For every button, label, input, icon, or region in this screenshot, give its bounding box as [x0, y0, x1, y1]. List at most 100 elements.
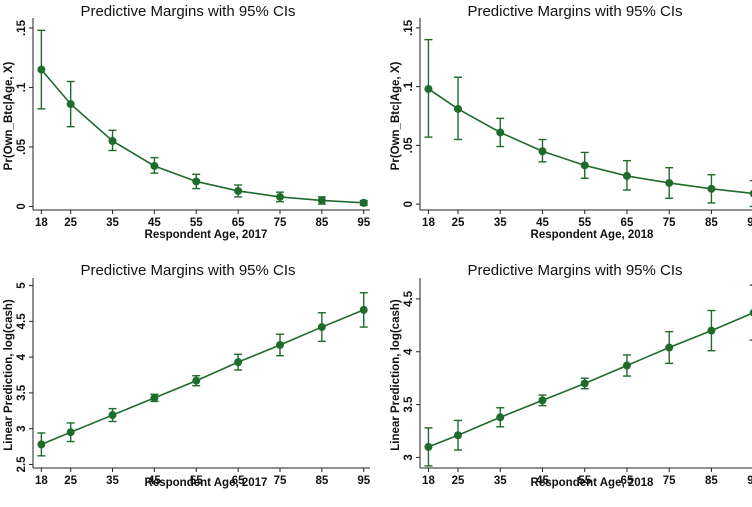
x-tick-label: 65 — [621, 475, 634, 487]
x-axis-label: Respondent Age, 2018 — [531, 229, 655, 241]
x-tick-label: 45 — [148, 475, 161, 487]
y-tick-label: 3 — [16, 425, 28, 431]
x-tick-label: 75 — [274, 217, 287, 229]
data-point — [192, 177, 201, 186]
y-tick-label: .05 — [403, 137, 415, 154]
data-point — [496, 128, 505, 137]
x-tick-label: 35 — [494, 217, 507, 229]
x-axis-label: Respondent Age, 2017 — [145, 477, 268, 489]
y-tick-label: .1 — [16, 82, 28, 92]
x-tick-label: 85 — [705, 475, 718, 487]
data-point — [275, 340, 284, 349]
y-tick-label: 3.5 — [16, 384, 28, 401]
data-point — [749, 309, 752, 317]
data-point — [707, 184, 716, 193]
data-point — [622, 361, 631, 370]
series-line — [428, 312, 752, 448]
x-tick-label: 85 — [315, 475, 328, 487]
data-point — [749, 189, 752, 198]
chart-title: Predictive Margins with 95% CIs — [467, 3, 682, 20]
y-tick-label: 3 — [403, 454, 415, 460]
x-tick-label: 35 — [106, 217, 119, 229]
series-line — [427, 88, 752, 195]
data-point — [275, 192, 284, 201]
data-point — [665, 178, 674, 187]
data-point — [150, 161, 159, 170]
data-point — [580, 161, 589, 170]
x-tick-label: 18 — [422, 475, 435, 487]
x-tick-label: 95 — [357, 475, 370, 487]
data-point — [37, 440, 46, 449]
y-tick-label: 4 — [16, 353, 28, 360]
x-tick-label: 95 — [747, 217, 752, 229]
y-tick-label: 4.5 — [403, 290, 415, 307]
x-tick-label: 25 — [452, 475, 465, 487]
data-point — [424, 442, 433, 451]
data-point — [454, 104, 463, 113]
data-point — [454, 431, 463, 440]
y-axis-label: Linear Prediction, log(cash) — [3, 299, 15, 451]
y-tick-label: 2.5 — [16, 456, 28, 473]
data-point — [359, 198, 368, 207]
x-tick-label: 55 — [190, 217, 203, 229]
y-axis-label: Pr(Own_Btc|Age, X) — [390, 62, 402, 171]
x-tick-label: 55 — [190, 475, 203, 487]
data-point — [622, 171, 631, 180]
y-tick-label: 0 — [403, 201, 415, 207]
data-point — [66, 100, 75, 109]
data-point — [37, 65, 46, 74]
y-tick-label: .15 — [403, 19, 415, 36]
x-tick-label: 55 — [578, 475, 591, 487]
data-point — [150, 393, 159, 402]
x-tick-label: 75 — [274, 475, 287, 487]
data-point — [580, 379, 589, 388]
chart-panel-3: Predictive Margins with 95% CIs 2.5 3 3.5 4 4… — [3, 262, 371, 489]
x-tick-label: 25 — [452, 217, 465, 229]
data-point — [234, 358, 243, 367]
data-point — [359, 305, 368, 314]
data-point — [665, 343, 674, 352]
x-tick-label: 85 — [705, 217, 718, 229]
y-tick-label: 3.5 — [403, 396, 415, 413]
x-tick-label: 25 — [64, 217, 77, 229]
x-tick-label: 45 — [536, 217, 549, 229]
y-tick-label: .1 — [403, 81, 415, 91]
chart-title: Predictive Margins with 95% CIs — [80, 3, 295, 20]
chart-panel-2: Predictive Margins with 95% CIs 0 .05 .1 .15… — [390, 3, 752, 241]
y-axis-label: Pr(Own_Btc|Age, X) — [3, 62, 15, 171]
series-line — [41, 309, 365, 446]
y-tick-label: 4 — [403, 348, 415, 355]
data-point — [108, 136, 117, 145]
chart-panel-4: Predictive Margins with 95% CIs 3 3.5 4 4.5 1… — [390, 262, 752, 489]
x-tick-label: 65 — [232, 475, 245, 487]
x-tick-label: 18 — [35, 217, 48, 229]
y-tick-label: .05 — [16, 138, 28, 155]
data-point — [707, 326, 716, 335]
data-point — [108, 411, 117, 420]
x-tick-label: 65 — [232, 217, 245, 229]
y-tick-label: 0 — [16, 203, 28, 209]
x-tick-label: 25 — [64, 475, 77, 487]
chart-title: Predictive Margins with 95% CIs — [467, 262, 682, 279]
x-axis-label: Respondent Age, 2017 — [145, 229, 268, 241]
data-point — [317, 196, 326, 205]
x-tick-label: 75 — [663, 217, 676, 229]
x-tick-label: 65 — [621, 217, 634, 229]
x-tick-label: 18 — [35, 475, 48, 487]
x-tick-label: 45 — [536, 475, 549, 487]
chart-panel-1: Predictive Margins with 95% CIs 0 .05 .1 .15… — [3, 3, 371, 241]
y-tick-label: .15 — [16, 19, 28, 36]
x-tick-label: 95 — [357, 217, 370, 229]
data-point — [66, 428, 75, 437]
y-axis-label: Linear Prediction, log(cash) — [390, 299, 402, 451]
data-point — [317, 323, 326, 332]
y-tick-label: 4.5 — [16, 313, 28, 330]
series-line — [40, 69, 364, 204]
x-axis-label: Respondent Age, 2018 — [531, 477, 655, 489]
data-point — [192, 376, 201, 385]
x-tick-label: 75 — [663, 475, 676, 487]
chart-title: Predictive Margins with 95% CIs — [80, 262, 295, 279]
data-point — [538, 147, 547, 156]
y-tick-label: 5 — [16, 282, 28, 289]
